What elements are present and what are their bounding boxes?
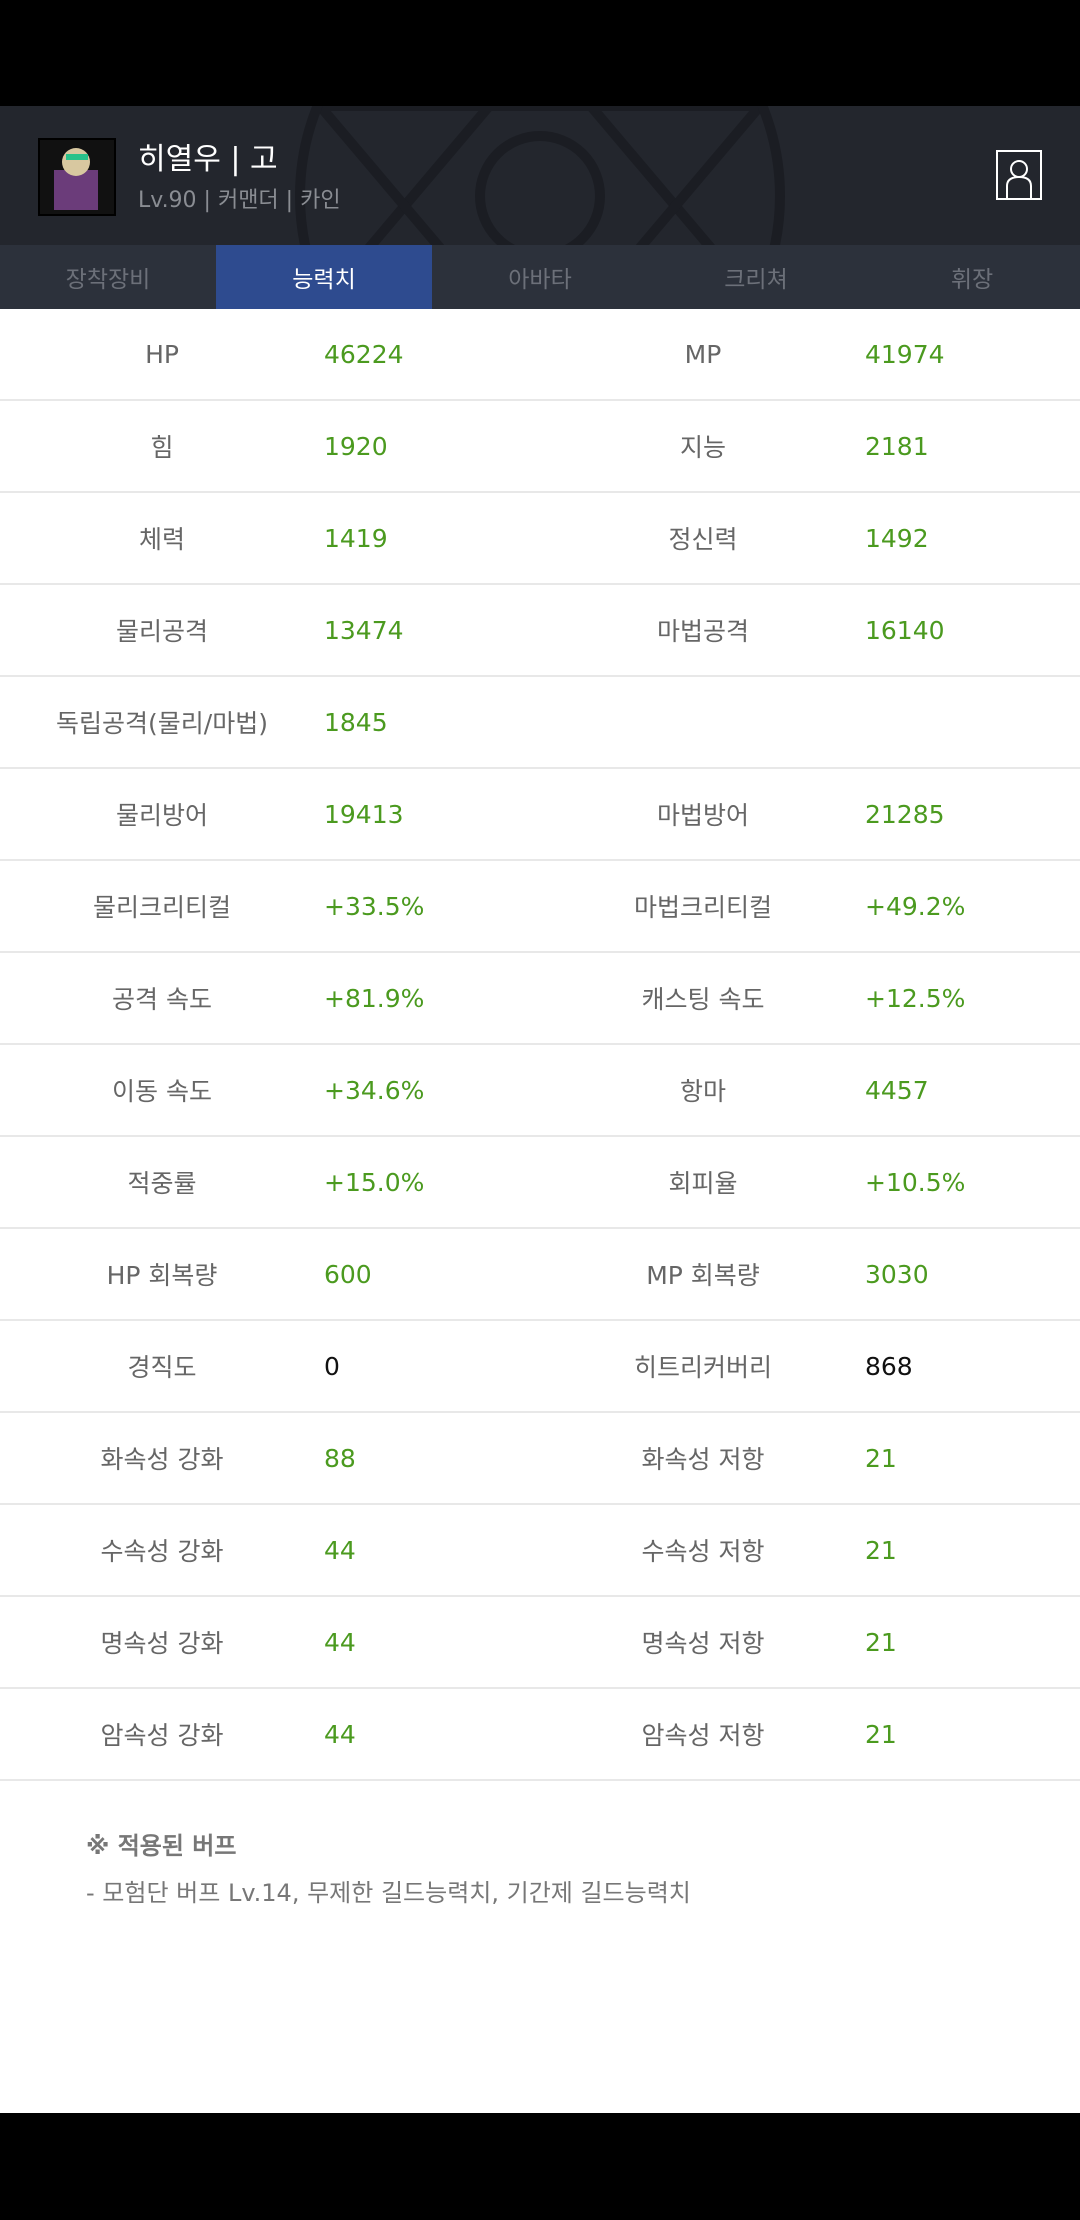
stat-value: +15.0% — [324, 1167, 425, 1197]
stat-value: 44 — [324, 1719, 356, 1749]
stat-value: 1419 — [324, 523, 388, 553]
stat-value: 21 — [865, 1627, 897, 1657]
stat-row: HP 회복량 600 MP 회복량 3030 — [0, 1229, 1080, 1321]
stat-label: 수속성 강화 — [100, 1537, 224, 1566]
stat-value: 2181 — [865, 431, 929, 461]
tab-1[interactable]: 능력치 — [216, 245, 432, 309]
stat-value: 13474 — [324, 615, 404, 645]
stat-row: 적중률 +15.0% 회피율 +10.5% — [0, 1137, 1080, 1229]
stat-row: 물리크리티컬 +33.5% 마법크리티컬 +49.2% — [0, 861, 1080, 953]
stat-label: 힘 — [150, 433, 174, 462]
tab-0[interactable]: 장착장비 — [65, 267, 151, 293]
stat-value: 1492 — [865, 523, 929, 553]
stat-row: 공격 속도 +81.9% 캐스팅 속도 +12.5% — [0, 953, 1080, 1045]
stat-label: 항마 — [679, 1077, 726, 1106]
stat-label: 암속성 저항 — [641, 1721, 765, 1750]
stat-label: HP 회복량 — [106, 1261, 218, 1290]
stat-row: 화속성 강화 88 화속성 저항 21 — [0, 1413, 1080, 1505]
stat-label: 히트리커버리 — [633, 1353, 772, 1382]
profile-button[interactable] — [996, 150, 1042, 200]
stat-value: 3030 — [865, 1259, 929, 1289]
buff-description: - 모험단 버프 Lv.14, 무제한 길드능력치, 기간제 길드능력치 — [86, 1879, 691, 1907]
stat-label: MP — [684, 339, 722, 369]
stat-label: 체력 — [138, 525, 185, 554]
stat-label: 마법크리티컬 — [633, 893, 772, 922]
stat-value: +81.9% — [324, 983, 425, 1013]
stat-label: 명속성 저항 — [641, 1629, 765, 1658]
stat-label: 캐스팅 속도 — [641, 985, 765, 1014]
buff-title: ※ 적용된 버프 — [86, 1832, 237, 1860]
stat-value: 1920 — [324, 431, 388, 461]
stat-label: 경직도 — [127, 1353, 197, 1382]
stat-label: 회피율 — [668, 1169, 738, 1198]
stat-row: 물리공격 13474 마법공격 16140 — [0, 585, 1080, 677]
app: 히열우 | 고 Lv.90 | 커맨더 | 카인 장착장비 능력치 아바타 크리쳐 휘장… — [0, 106, 1080, 2113]
stat-row: 명속성 강화 44 명속성 저항 21 — [0, 1597, 1080, 1689]
stat-label: 공격 속도 — [112, 985, 212, 1014]
emblem-background — [295, 106, 785, 245]
stat-row: 힘 1920 지능 2181 — [0, 401, 1080, 493]
stat-value: 19413 — [324, 799, 404, 829]
stat-value: 4457 — [865, 1075, 929, 1105]
character-sprite-icon — [54, 148, 98, 210]
person-icon — [1006, 160, 1032, 198]
stat-value: +10.5% — [865, 1167, 966, 1197]
stat-label: 적중률 — [127, 1169, 197, 1198]
stat-value: 21 — [865, 1443, 897, 1473]
stat-value: 21 — [865, 1719, 897, 1749]
stats-table: HP 46224 MP 41974 힘 1920 지능 2181 체력 1419 정신력 1492 물리… — [0, 309, 1080, 1781]
stat-value: +34.6% — [324, 1075, 425, 1105]
stat-row: 독립공격(물리/마법) 1845 — [0, 677, 1080, 769]
stat-value: 44 — [324, 1627, 356, 1657]
stat-label: 물리공격 — [115, 617, 208, 646]
tab-bar: 장착장비 능력치 아바타 크리쳐 휘장 — [0, 245, 1080, 309]
stat-label: HP — [145, 339, 179, 369]
stat-label: 이동 속도 — [112, 1077, 212, 1106]
stat-value: +33.5% — [324, 891, 425, 921]
stat-row: 이동 속도 +34.6% 항마 4457 — [0, 1045, 1080, 1137]
stat-label: 정신력 — [668, 525, 738, 554]
stat-value: 46224 — [324, 339, 404, 369]
stat-value: 1845 — [324, 707, 388, 737]
stat-row: 물리방어 19413 마법방어 21285 — [0, 769, 1080, 861]
stat-label: 지능 — [679, 433, 726, 462]
character-header: 히열우 | 고 Lv.90 | 커맨더 | 카인 — [0, 106, 1080, 245]
stat-label: 마법방어 — [656, 801, 749, 830]
tab-4[interactable]: 휘장 — [950, 267, 994, 293]
tab-3[interactable]: 크리쳐 — [724, 267, 788, 293]
stat-row: 체력 1419 정신력 1492 — [0, 493, 1080, 585]
character-subtitle: Lv.90 | 커맨더 | 카인 — [138, 188, 341, 213]
stat-row: HP 46224 MP 41974 — [0, 309, 1080, 401]
stat-value: +49.2% — [865, 891, 966, 921]
stat-value: 41974 — [865, 339, 945, 369]
stat-label: 화속성 강화 — [100, 1445, 224, 1474]
stat-label: 화속성 저항 — [641, 1445, 765, 1474]
tab-2[interactable]: 아바타 — [508, 267, 572, 293]
character-avatar[interactable] — [38, 138, 116, 216]
stat-row: 경직도 0 히트리커버리 868 — [0, 1321, 1080, 1413]
stat-label: 마법공격 — [656, 617, 749, 646]
stat-value: 600 — [324, 1259, 372, 1289]
stat-value: +12.5% — [865, 983, 966, 1013]
stat-label: 명속성 강화 — [100, 1629, 224, 1658]
stat-value: 44 — [324, 1535, 356, 1565]
buff-info: ※ 적용된 버프 - 모험단 버프 Lv.14, 무제한 길드능력치, 기간제 … — [0, 1781, 1080, 1908]
stat-label: 물리방어 — [115, 801, 208, 830]
stat-label: 독립공격(물리/마법) — [56, 709, 268, 738]
stat-row: 암속성 강화 44 암속성 저항 21 — [0, 1689, 1080, 1781]
stat-value: 0 — [324, 1351, 340, 1381]
stat-value: 868 — [865, 1351, 913, 1381]
stat-label: 물리크리티컬 — [92, 893, 231, 922]
stat-value: 21 — [865, 1535, 897, 1565]
character-name: 히열우 | 고 — [138, 142, 278, 177]
stat-label: 암속성 강화 — [100, 1721, 224, 1750]
stat-label: MP 회복량 — [646, 1261, 760, 1290]
stat-value: 21285 — [865, 799, 945, 829]
stat-value: 16140 — [865, 615, 945, 645]
stat-label: 수속성 저항 — [641, 1537, 765, 1566]
stat-row: 수속성 강화 44 수속성 저항 21 — [0, 1505, 1080, 1597]
stat-value: 88 — [324, 1443, 356, 1473]
